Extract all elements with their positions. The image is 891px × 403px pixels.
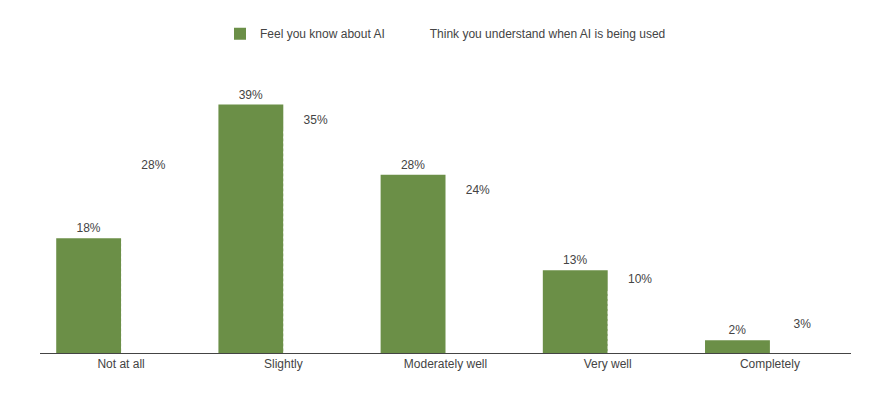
svg-text:2%: 2% <box>729 323 747 337</box>
svg-text:Feel you know about AI: Feel you know about AI <box>260 27 385 41</box>
svg-text:18%: 18% <box>76 221 100 235</box>
svg-text:Completely: Completely <box>740 357 800 371</box>
svg-text:28%: 28% <box>141 158 165 172</box>
svg-text:39%: 39% <box>239 88 263 102</box>
svg-text:28%: 28% <box>401 158 425 172</box>
svg-text:10%: 10% <box>628 272 652 286</box>
svg-text:Not at all: Not at all <box>97 357 144 371</box>
svg-text:24%: 24% <box>466 183 490 197</box>
svg-text:3%: 3% <box>794 317 812 331</box>
svg-text:Very well: Very well <box>584 357 632 371</box>
svg-text:Moderately well: Moderately well <box>404 357 487 371</box>
svg-text:Think you understand when AI i: Think you understand when AI is being us… <box>430 27 666 41</box>
svg-text:35%: 35% <box>304 113 328 127</box>
svg-text:Slightly: Slightly <box>264 357 303 371</box>
svg-text:13%: 13% <box>563 253 587 267</box>
